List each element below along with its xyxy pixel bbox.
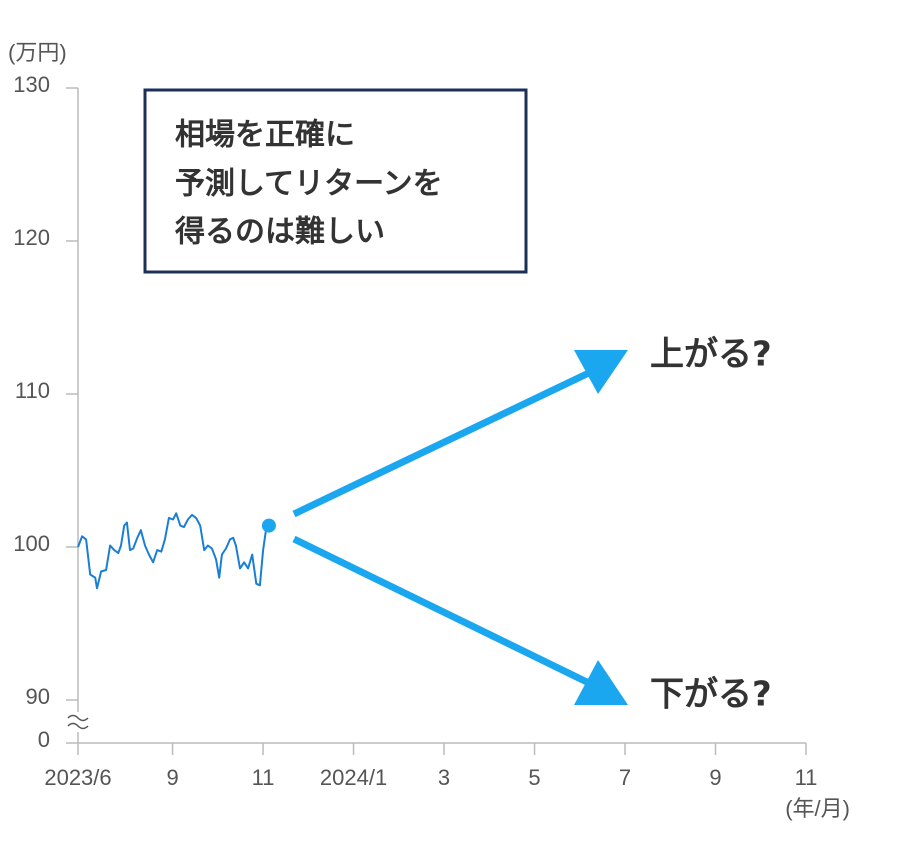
- y-tick-label: 100: [13, 531, 50, 556]
- up-label: 上がる?: [650, 335, 772, 375]
- arrow-head: [574, 660, 628, 705]
- x-unit: (年/月): [785, 796, 850, 821]
- down-label: 下がる?: [650, 675, 772, 715]
- y-tick-label: 90: [26, 684, 50, 709]
- x-tick-label: 2023/6: [44, 765, 111, 790]
- arrow-down: [292, 535, 597, 690]
- x-tick-label: 9: [709, 765, 721, 790]
- y-unit: (万円): [8, 40, 67, 65]
- y-tick-label: 0: [38, 727, 50, 752]
- x-tick-label: 5: [528, 765, 540, 790]
- y-tick-label: 130: [13, 72, 50, 97]
- note-box: [143, 88, 528, 274]
- x-tick-label: 11: [795, 765, 818, 790]
- x-tick-label: 2024/1: [320, 765, 387, 790]
- y-tick-label: 120: [13, 225, 50, 250]
- axis-break: [66, 712, 90, 732]
- arrow-up: [292, 366, 597, 518]
- x-tick-label: 3: [438, 765, 450, 790]
- arrows: [292, 350, 628, 705]
- y-tick-label: 110: [15, 378, 50, 403]
- arrow-head: [574, 350, 628, 394]
- note-line: 予測してリターンを: [175, 167, 443, 202]
- note-line: 相場を正確に: [175, 118, 355, 153]
- x-tick-label: 11: [252, 765, 275, 790]
- axis-break-mark: [67, 714, 89, 730]
- line: [77, 512, 270, 590]
- note-line: 得るのは難しい: [174, 215, 385, 250]
- end-marker: [261, 518, 276, 533]
- x-tick-label: 9: [166, 765, 178, 790]
- x-tick-label: 7: [619, 765, 631, 790]
